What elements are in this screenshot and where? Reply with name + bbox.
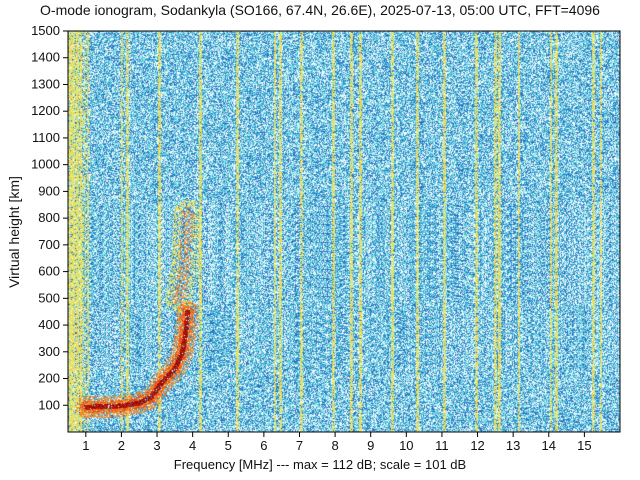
x-axis-scale-note: --- max = 112 dB; scale = 101 dB <box>276 457 467 472</box>
plot-frame <box>67 30 621 433</box>
x-tick-label: 5 <box>225 438 232 453</box>
y-tick-label: 300 <box>38 344 60 359</box>
chart-title: O-mode ionogram, Sodankyla (SO166, 67.4N… <box>40 2 600 18</box>
y-tick-label: 400 <box>38 317 60 332</box>
y-tick-label: 800 <box>38 210 60 225</box>
y-tick-label: 1100 <box>32 130 60 145</box>
y-tick-label: 500 <box>38 290 60 305</box>
y-tick-label: 900 <box>38 183 60 198</box>
x-tick-label: 13 <box>506 438 520 453</box>
x-tick-label: 4 <box>189 438 196 453</box>
y-tick-label: 1400 <box>31 50 60 65</box>
y-tick-label: 600 <box>38 264 60 279</box>
x-axis-label: Frequency [MHz] <box>173 457 273 472</box>
x-tick-label: 6 <box>260 438 267 453</box>
y-tick-label: 100 <box>38 397 60 412</box>
x-tick-label: 3 <box>153 438 160 453</box>
y-tick-label: 200 <box>38 371 60 386</box>
y-tick-label: 700 <box>38 237 60 252</box>
y-tick-label: 1200 <box>31 103 60 118</box>
x-tick-label: 8 <box>331 438 338 453</box>
x-axis: 1 2 3 4 5 6 7 8 9 10 11 12 13 14 15 <box>82 432 592 453</box>
x-tick-label: 15 <box>577 438 591 453</box>
x-tick-label: 1 <box>82 438 89 453</box>
x-tick-label: 9 <box>367 438 374 453</box>
x-tick-label: 10 <box>399 438 413 453</box>
x-tick-label: 2 <box>118 438 125 453</box>
x-tick-label: 7 <box>296 438 303 453</box>
y-tick-label: 1000 <box>31 157 60 172</box>
ionogram-heatmap <box>68 31 620 432</box>
x-tick-label: 14 <box>542 438 556 453</box>
y-tick-label: 1500 <box>31 23 60 38</box>
y-axis: 100 200 300 400 500 600 700 800 900 1000 1100 1200 1… <box>31 23 68 412</box>
x-tick-label: 11 <box>435 438 449 453</box>
y-tick-label: 1300 <box>31 76 60 91</box>
x-tick-label: 12 <box>470 438 484 453</box>
x-axis-caption: Frequency [MHz] --- max = 112 dB; scale … <box>0 457 640 472</box>
plot-area <box>67 30 621 433</box>
